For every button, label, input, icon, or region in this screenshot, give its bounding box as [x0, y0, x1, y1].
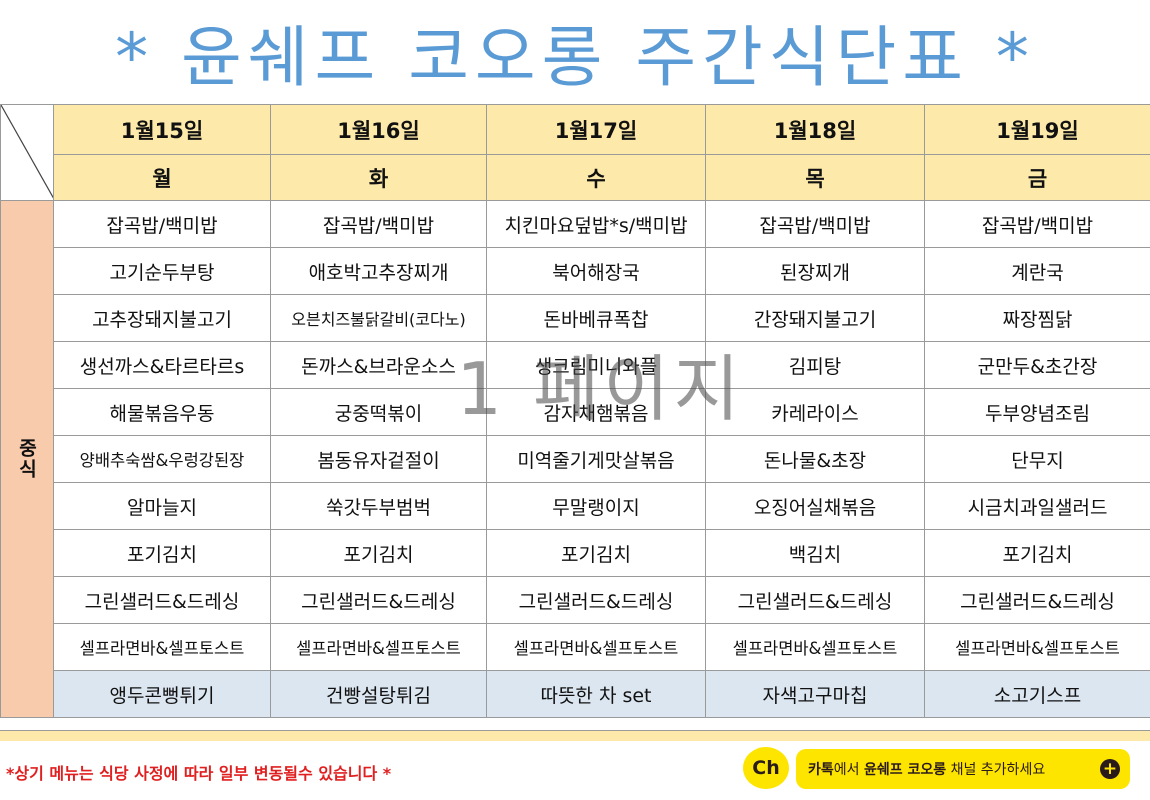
menu-row-dessert: 앵두콘뻥튀기 건빵설탕튀김 따뜻한 차 set 자색고구마칩 소고기스프	[1, 670, 1150, 718]
menu-cell: 셀프라면바&셀프토스트	[705, 623, 925, 671]
menu-cell: 양배추숙쌈&우렁강된장	[53, 435, 271, 483]
menu-cell: 셀프라면바&셀프토스트	[924, 623, 1150, 671]
date-cell: 1월17일	[486, 104, 706, 155]
day-cell: 수	[486, 154, 706, 201]
menu-cell: 셀프라면바&셀프토스트	[53, 623, 271, 671]
menu-cell: 앵두콘뻥튀기	[53, 670, 271, 718]
menu-cell: 그린샐러드&드레싱	[270, 576, 487, 624]
menu-cell: 쑥갓두부범벅	[270, 482, 487, 530]
menu-cell: 잡곡밥/백미밥	[705, 200, 925, 248]
menu-cell: 생크림미니와플	[486, 341, 706, 389]
menu-cell: 두부양념조림	[924, 388, 1150, 436]
menu-cell: 애호박고추장찌개	[270, 247, 487, 295]
menu-cell: 짜장찜닭	[924, 294, 1150, 342]
menu-cell: 된장찌개	[705, 247, 925, 295]
menu-row-rice: 중식 잡곡밥/백미밥 잡곡밥/백미밥 치킨마요덮밥*s/백미밥 잡곡밥/백미밥 …	[0, 200, 1150, 718]
menu-cell: 돈나물&초장	[705, 435, 925, 483]
menu-cell: 김피탕	[705, 341, 925, 389]
menu-cell: 시금치과일샐러드	[924, 482, 1150, 530]
menu-cell: 봄동유자겉절이	[270, 435, 487, 483]
date-cell: 1월15일	[53, 104, 271, 155]
menu-row-side2: 해물볶음우동 궁중떡볶이 감자채햄볶음 카레라이스 두부양념조림	[1, 388, 1150, 436]
menu-cell: 무말랭이지	[486, 482, 706, 530]
menu-cell: 소고기스프	[924, 670, 1150, 718]
menu-cell: 돈까스&브라운소스	[270, 341, 487, 389]
day-row: 월 화 수 목 금	[1, 154, 1150, 201]
menu-cell: 그린샐러드&드레싱	[53, 576, 271, 624]
menu-cell: 셀프라면바&셀프토스트	[486, 623, 706, 671]
menu-row-side1: 생선까스&타르타르s 돈까스&브라운소스 생크림미니와플 김피탕 군만두&초간장	[1, 341, 1150, 389]
kakao-label-part: 카톡	[808, 762, 834, 778]
menu-cell: 궁중떡볶이	[270, 388, 487, 436]
menu-cell: 포기김치	[486, 529, 706, 577]
menu-cell: 잡곡밥/백미밥	[270, 200, 487, 248]
menu-cell: 그린샐러드&드레싱	[924, 576, 1150, 624]
menu-cell: 잡곡밥/백미밥	[53, 200, 271, 248]
kakao-label-part: 윤쉐프 코오롱	[863, 762, 947, 778]
menu-cell: 오징어실채볶음	[705, 482, 925, 530]
page-title: * 윤쉐프 코오롱 주간식단표 *	[115, 19, 1035, 96]
menu-cell: 셀프라면바&셀프토스트	[270, 623, 487, 671]
date-cell: 1월16일	[270, 104, 487, 155]
menu-row-side3: 양배추숙쌈&우렁강된장 봄동유자겉절이 미역줄기게맛살볶음 돈나물&초장 단무지	[1, 435, 1150, 483]
menu-cell: 고추장돼지불고기	[53, 294, 271, 342]
menu-cell: 북어해장국	[486, 247, 706, 295]
corner-cell	[0, 104, 54, 201]
notice-text: *상기 메뉴는 식당 사정에 따라 일부 변동될수 있습니다 *	[6, 764, 392, 783]
menu-cell: 감자채햄볶음	[486, 388, 706, 436]
day-cell: 금	[924, 154, 1150, 201]
kakao-label-part: 에서	[833, 762, 864, 778]
menu-cell: 군만두&초간장	[924, 341, 1150, 389]
day-cell: 화	[270, 154, 487, 201]
table-bottom-strip	[0, 730, 1150, 741]
kakao-label-part: 채널 추가하세요	[946, 762, 1046, 778]
menu-cell: 카레라이스	[705, 388, 925, 436]
menu-row-main: 고추장돼지불고기 오븐치즈불닭갈비(코다노) 돈바베큐폭찹 간장돼지불고기 짜장…	[1, 294, 1150, 342]
menu-cell: 자색고구마칩	[705, 670, 925, 718]
menu-cell: 그린샐러드&드레싱	[486, 576, 706, 624]
menu-table: 1월15일 1월16일 1월17일 1월18일 1월19일 월 화 수 목 금 …	[0, 104, 1150, 718]
menu-cell: 해물볶음우동	[53, 388, 271, 436]
menu-row-salad: 그린샐러드&드레싱 그린샐러드&드레싱 그린샐러드&드레싱 그린샐러드&드레싱 …	[1, 576, 1150, 624]
kakao-add-channel-button[interactable]: 카톡 에서 윤쉐프 코오롱 채널 추가하세요 +	[796, 749, 1130, 789]
menu-cell: 백김치	[705, 529, 925, 577]
menu-cell: 그린샐러드&드레싱	[705, 576, 925, 624]
menu-cell: 따뜻한 차 set	[486, 670, 706, 718]
date-cell: 1월19일	[924, 104, 1150, 155]
menu-cell: 계란국	[924, 247, 1150, 295]
menu-row-side4: 알마늘지 쑥갓두부범벅 무말랭이지 오징어실채볶음 시금치과일샐러드	[1, 482, 1150, 530]
date-row: 1월15일 1월16일 1월17일 1월18일 1월19일	[0, 104, 1150, 201]
corner-diagonal	[1, 105, 53, 198]
menu-cell: 건빵설탕튀김	[270, 670, 487, 718]
menu-cell: 생선까스&타르타르s	[53, 341, 271, 389]
menu-cell: 간장돼지불고기	[705, 294, 925, 342]
menu-cell: 단무지	[924, 435, 1150, 483]
menu-cell: 잡곡밥/백미밥	[924, 200, 1150, 248]
menu-cell: 고기순두부탕	[53, 247, 271, 295]
date-cell: 1월18일	[705, 104, 925, 155]
menu-cell: 치킨마요덮밥*s/백미밥	[486, 200, 706, 248]
menu-row-self-bar: 셀프라면바&셀프토스트 셀프라면바&셀프토스트 셀프라면바&셀프토스트 셀프라면…	[1, 623, 1150, 671]
menu-cell: 오븐치즈불닭갈비(코다노)	[270, 294, 487, 342]
kakao-channel-icon[interactable]: Ch	[743, 747, 789, 789]
menu-cell: 알마늘지	[53, 482, 271, 530]
lunch-label: 중식	[0, 200, 54, 718]
menu-cell: 포기김치	[924, 529, 1150, 577]
menu-row-soup: 고기순두부탕 애호박고추장찌개 북어해장국 된장찌개 계란국	[1, 247, 1150, 295]
menu-row-kimchi: 포기김치 포기김치 포기김치 백김치 포기김치	[1, 529, 1150, 577]
day-cell: 목	[705, 154, 925, 201]
menu-cell: 포기김치	[53, 529, 271, 577]
menu-cell: 돈바베큐폭찹	[486, 294, 706, 342]
day-cell: 월	[53, 154, 271, 201]
menu-cell: 포기김치	[270, 529, 487, 577]
plus-icon: +	[1100, 759, 1120, 779]
menu-cell: 미역줄기게맛살볶음	[486, 435, 706, 483]
